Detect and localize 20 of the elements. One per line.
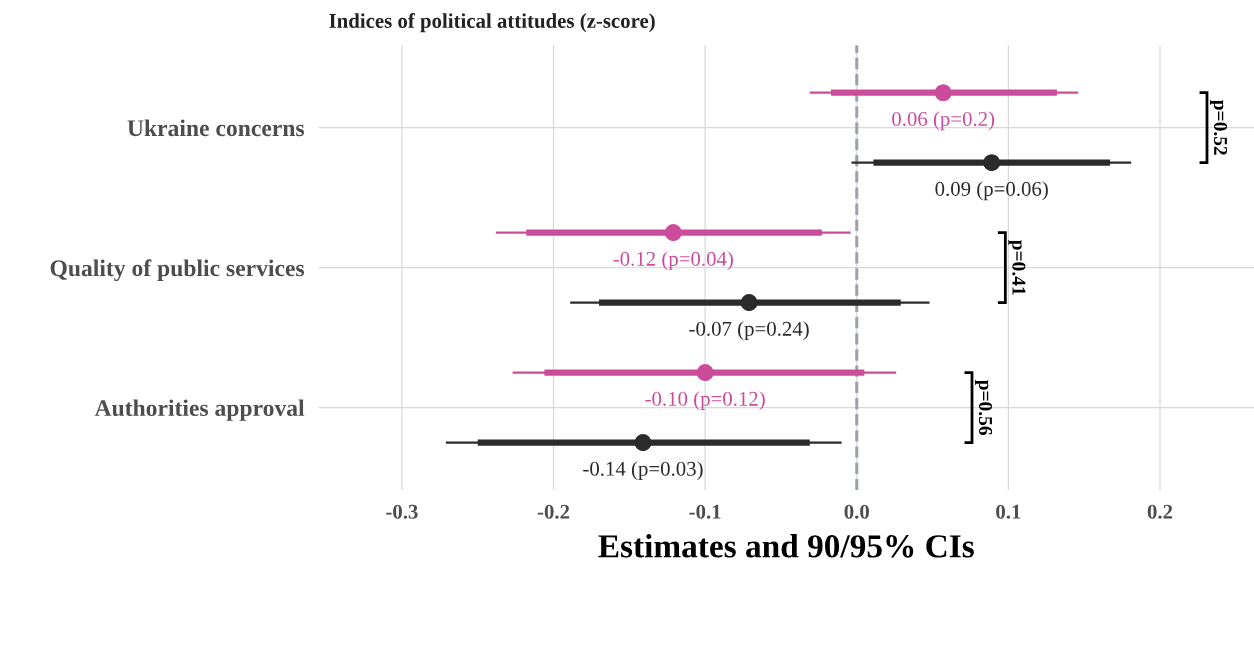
data-label: -0.14 (p=0.03) xyxy=(583,461,703,481)
x-tick-label: -0.3 xyxy=(386,504,418,519)
x-tick-label: 0.2 xyxy=(1147,504,1173,519)
x-axis-title: Estimates and 90/95% CIs xyxy=(598,534,974,558)
data-label: 0.09 (p=0.06) xyxy=(935,181,1048,201)
x-tick-label: -0.1 xyxy=(689,504,721,519)
chart-title: Indices of political attitudes (z-score) xyxy=(329,13,655,33)
data-label: -0.07 (p=0.24) xyxy=(689,321,809,341)
y-tick-label: Quality of public services xyxy=(50,259,305,282)
y-tick-label: Ukraine concerns xyxy=(127,119,305,137)
data-label: -0.10 (p=0.12) xyxy=(645,391,765,411)
x-tick-label: 0.0 xyxy=(844,504,869,519)
annotation: p=0.52 xyxy=(1210,100,1228,155)
y-tick-label: Authorities approval xyxy=(94,399,305,421)
annotation: p=0.41 xyxy=(1008,239,1026,295)
data-label: 0.06 (p=0.2) xyxy=(892,111,995,131)
annotation: p=0.56 xyxy=(975,379,993,436)
x-tick-label: 0.1 xyxy=(996,504,1021,519)
x-tick-label: -0.2 xyxy=(537,504,570,519)
data-label: -0.12 (p=0.04) xyxy=(613,251,733,271)
